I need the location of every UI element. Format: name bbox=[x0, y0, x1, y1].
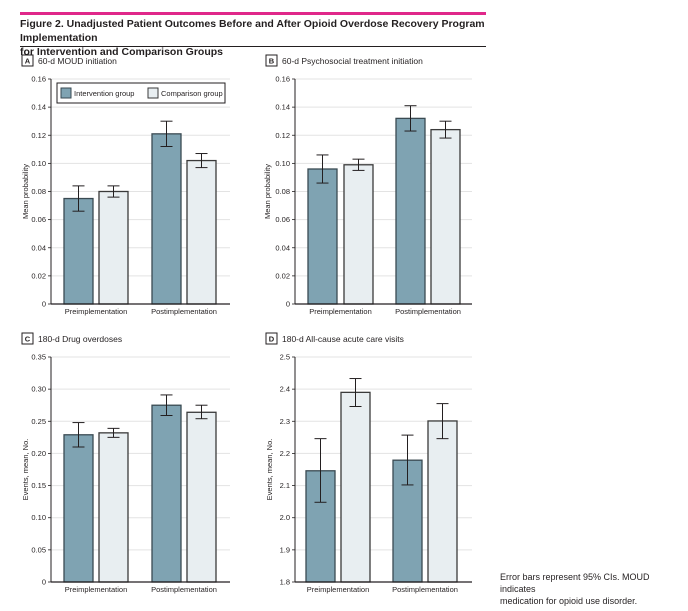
panel-d: D 180-d All-cause acute care visits 1.8 1.9… bbox=[265, 332, 472, 594]
figure-footnote: Error bars represent 95% CIs. MOUD indic… bbox=[500, 571, 686, 607]
y-axis-label: Events, mean, No. bbox=[21, 439, 30, 501]
y-tick-label: 0.08 bbox=[31, 187, 46, 196]
legend: Intervention group Comparison group bbox=[56, 82, 226, 104]
y-tick-label: 0.06 bbox=[31, 215, 46, 224]
figure-title-line-2: for Intervention and Comparison Groups bbox=[20, 46, 224, 58]
figure-title-line-1: Figure 2. Unadjusted Patient Outcomes Be… bbox=[20, 18, 485, 44]
panel-a: A 60-d MOUD initiation 0 0.02 0.04 0.06 0.08 0.… bbox=[21, 54, 230, 316]
bar-intervention bbox=[151, 404, 182, 583]
bar-comparison bbox=[343, 164, 374, 305]
legend-label: Comparison group bbox=[161, 89, 223, 98]
y-tick-label: 0.14 bbox=[275, 103, 290, 112]
y-tick-label: 0.05 bbox=[31, 545, 46, 554]
bar-intervention bbox=[151, 133, 182, 305]
y-tick-label: 0.04 bbox=[275, 243, 290, 252]
panel-label-box bbox=[265, 332, 278, 345]
y-tick-label: 0.14 bbox=[31, 103, 46, 112]
panel-title: 60-d Psychosocial treatment initiation bbox=[282, 56, 423, 66]
legend-swatch bbox=[60, 87, 72, 99]
x-category-label: Postimplementation bbox=[151, 307, 217, 316]
bar-comparison bbox=[98, 190, 129, 305]
y-tick-label: 0.02 bbox=[275, 271, 290, 280]
bar-intervention bbox=[63, 434, 94, 583]
y-tick-label: 2.1 bbox=[280, 481, 290, 490]
panel-title: 60-d MOUD initiation bbox=[38, 56, 117, 66]
y-tick-label: 0.06 bbox=[275, 215, 290, 224]
y-tick-label: 0 bbox=[42, 300, 46, 309]
y-tick-label: 0.30 bbox=[31, 385, 46, 394]
y-tick-label: 1.9 bbox=[280, 545, 290, 554]
y-tick-label: 0 bbox=[286, 300, 290, 309]
y-axis-label: Mean probability bbox=[263, 164, 272, 219]
x-category-label: Postimplementation bbox=[151, 585, 217, 594]
panel-b: B 60-d Psychosocial treatment initiation 0… bbox=[263, 54, 472, 316]
accent-rule bbox=[20, 12, 486, 15]
panel-label-box bbox=[21, 332, 34, 345]
bar-intervention bbox=[395, 117, 426, 305]
bar-comparison bbox=[98, 432, 129, 583]
footnote-line-2: medication for opioid use disorder. bbox=[500, 596, 638, 606]
x-category-label: Preimplementation bbox=[309, 307, 372, 316]
panel-label: A bbox=[25, 57, 31, 66]
bar-intervention bbox=[63, 197, 94, 305]
y-tick-label: 0.08 bbox=[275, 187, 290, 196]
panel-title: 180-d All-cause acute care visits bbox=[282, 334, 404, 344]
legend-box bbox=[56, 82, 226, 104]
bar-comparison bbox=[186, 411, 217, 583]
title-divider bbox=[20, 46, 486, 47]
y-tick-label: 0.16 bbox=[275, 75, 290, 84]
bar-intervention bbox=[307, 168, 338, 305]
y-tick-label: 2.5 bbox=[280, 353, 290, 362]
y-tick-label: 0.02 bbox=[31, 271, 46, 280]
y-tick-label: 0.10 bbox=[31, 159, 46, 168]
y-tick-label: 0.16 bbox=[31, 75, 46, 84]
y-tick-label: 0.35 bbox=[31, 353, 46, 362]
y-tick-label: 2.0 bbox=[280, 513, 290, 522]
bar-comparison bbox=[430, 128, 461, 305]
bar-comparison bbox=[186, 159, 217, 305]
y-tick-label: 0.25 bbox=[31, 417, 46, 426]
panel-label-box bbox=[21, 54, 34, 67]
panel-label: D bbox=[269, 335, 275, 344]
y-tick-label: 0.15 bbox=[31, 481, 46, 490]
y-tick-label: 0.12 bbox=[31, 131, 46, 140]
x-category-label: Preimplementation bbox=[65, 585, 128, 594]
legend-label: Intervention group bbox=[74, 89, 134, 98]
legend-swatch bbox=[147, 87, 159, 99]
y-tick-label: 0 bbox=[42, 578, 46, 587]
x-category-label: Postimplementation bbox=[395, 307, 461, 316]
y-tick-label: 2.2 bbox=[280, 449, 290, 458]
y-tick-label: 1.8 bbox=[280, 578, 290, 587]
panel-c: C 180-d Drug overdoses 0 0.05 0.10 0.15 0.20 0.… bbox=[21, 332, 230, 594]
footnote-line-1: Error bars represent 95% CIs. MOUD indic… bbox=[500, 572, 650, 594]
y-tick-label: 0.20 bbox=[31, 449, 46, 458]
x-category-label: Preimplementation bbox=[65, 307, 128, 316]
y-tick-label: 0.04 bbox=[31, 243, 46, 252]
y-tick-label: 2.3 bbox=[280, 417, 290, 426]
figure-title: Figure 2. Unadjusted Patient Outcomes Be… bbox=[20, 17, 490, 59]
x-category-label: Postimplementation bbox=[392, 585, 458, 594]
y-tick-label: 2.4 bbox=[280, 385, 290, 394]
panel-label-box bbox=[265, 54, 278, 67]
panel-label: B bbox=[269, 57, 275, 66]
y-tick-label: 0.10 bbox=[31, 513, 46, 522]
bar-comparison bbox=[427, 420, 458, 583]
bar-comparison bbox=[340, 391, 371, 583]
x-category-label: Preimplementation bbox=[307, 585, 370, 594]
panel-title: 180-d Drug overdoses bbox=[38, 334, 122, 344]
y-tick-label: 0.12 bbox=[275, 131, 290, 140]
y-tick-label: 0.10 bbox=[275, 159, 290, 168]
y-axis-label: Events, mean, No. bbox=[265, 439, 274, 501]
panel-label: C bbox=[25, 335, 31, 344]
y-axis-label: Mean probability bbox=[21, 164, 30, 219]
